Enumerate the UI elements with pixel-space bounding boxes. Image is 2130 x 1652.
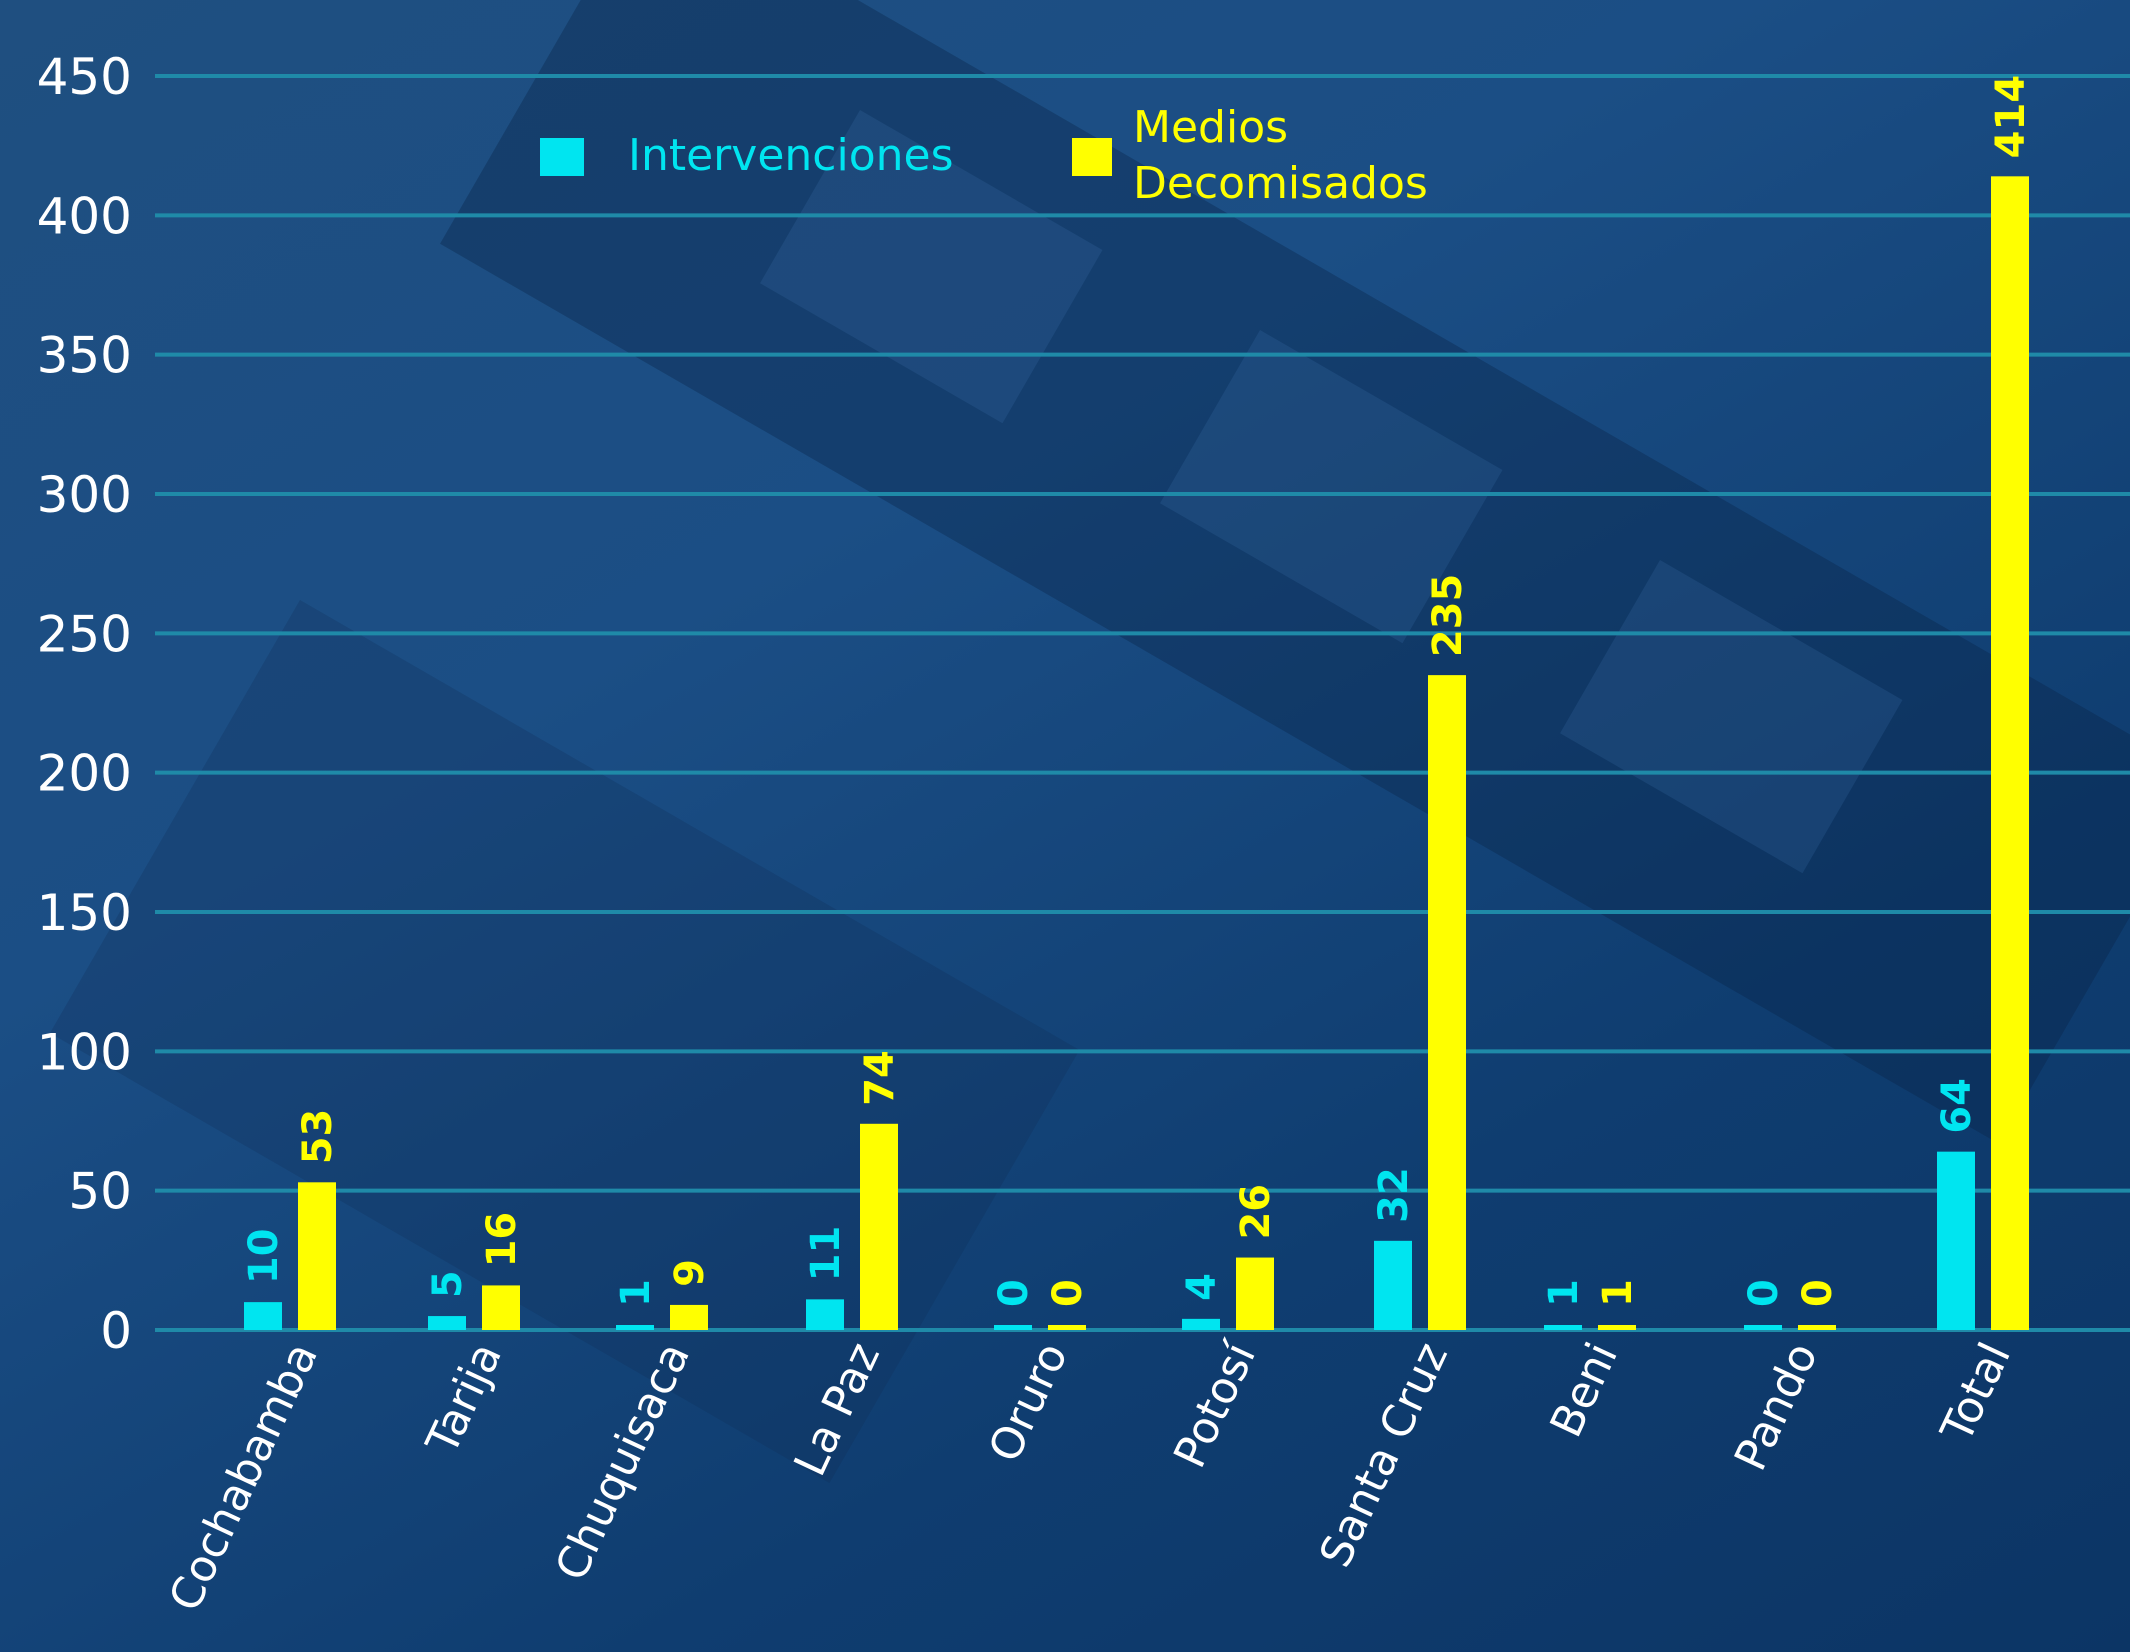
y-axis-ticks: 0 50 100 150 200 250 300 350 400 450 <box>37 48 132 1360</box>
x-tick-label: Oruro <box>979 1335 1078 1470</box>
y-tick-label: 200 <box>37 745 132 803</box>
y-tick-label: 0 <box>100 1302 132 1360</box>
bar-medios-decomisados <box>1236 1257 1274 1330</box>
x-tick-label: Cochabamba <box>159 1335 328 1619</box>
legend-swatch-intervenciones <box>540 138 584 176</box>
legend-label-intervenciones: Intervenciones <box>628 130 954 181</box>
bar-intervenciones <box>1544 1325 1582 1330</box>
data-label: 74 <box>857 1050 903 1106</box>
data-label: 53 <box>295 1109 341 1165</box>
bar-medios-decomisados <box>1428 675 1466 1330</box>
x-tick-label: Pando <box>1725 1335 1828 1478</box>
x-tick-label: Beni <box>1541 1335 1628 1445</box>
bar-medios-decomisados <box>1598 1325 1636 1330</box>
data-label: 4 <box>1179 1273 1225 1301</box>
data-label: 1 <box>613 1279 659 1307</box>
data-label: 0 <box>991 1279 1037 1307</box>
bar-intervenciones <box>244 1302 282 1330</box>
y-tick-label: 150 <box>37 884 132 942</box>
data-label: 0 <box>1045 1279 1091 1307</box>
bar-intervenciones <box>994 1325 1032 1330</box>
y-tick-label: 100 <box>37 1023 132 1081</box>
y-tick-label: 350 <box>37 327 132 385</box>
y-tick-label: 400 <box>37 187 132 245</box>
x-tick-label: Tarija <box>416 1335 512 1463</box>
data-label: 414 <box>1988 75 2034 159</box>
bar-medios-decomisados <box>860 1123 898 1330</box>
y-tick-label: 50 <box>68 1163 132 1221</box>
legend-swatch-medios-decomisados <box>1072 138 1112 176</box>
bar-medios-decomisados <box>1991 176 2029 1330</box>
data-label: 26 <box>1233 1184 1279 1240</box>
data-label: 16 <box>479 1212 525 1268</box>
bar-intervenciones <box>428 1316 466 1330</box>
data-label: 1 <box>1595 1279 1641 1307</box>
data-label: 0 <box>1795 1279 1841 1307</box>
x-axis-labels: Cochabamba Tarija Chuquisaca La Paz Oruro Pot… <box>159 1333 2021 1618</box>
bar-intervenciones <box>1182 1318 1220 1330</box>
data-label: 9 <box>667 1259 713 1287</box>
bar-medios-decomisados <box>298 1182 336 1330</box>
bar-medios-decomisados <box>1048 1325 1086 1330</box>
legend: Intervenciones Medios Decomisados <box>540 102 1428 209</box>
bar-medios-decomisados <box>1798 1325 1836 1330</box>
bar-intervenciones <box>1744 1325 1782 1330</box>
bars <box>244 176 2029 1330</box>
data-label: 10 <box>241 1228 287 1284</box>
bar-intervenciones <box>616 1325 654 1330</box>
data-label: 32 <box>1371 1167 1417 1223</box>
y-tick-label: 450 <box>37 48 132 106</box>
data-label: 0 <box>1741 1279 1787 1307</box>
data-label: 1 <box>1541 1279 1587 1307</box>
x-tick-label: Potosí <box>1164 1333 1266 1475</box>
x-tick-label: Santa Cruz <box>1310 1335 1458 1575</box>
x-tick-label: Total <box>1931 1335 2021 1451</box>
x-tick-label: La Paz <box>785 1335 890 1484</box>
bar-intervenciones <box>806 1299 844 1330</box>
bar-intervenciones <box>1374 1240 1412 1330</box>
data-label: 11 <box>803 1226 849 1282</box>
y-tick-label: 250 <box>37 605 132 663</box>
gridlines <box>155 74 2130 1332</box>
x-tick-label: Chuquisaca <box>546 1335 700 1588</box>
bar-intervenciones <box>1937 1151 1975 1330</box>
y-tick-label: 300 <box>37 466 132 524</box>
data-label: 235 <box>1425 574 1471 658</box>
data-label: 5 <box>425 1270 471 1298</box>
legend-label-medios-decomisados: Medios Decomisados <box>1133 102 1428 209</box>
bar-medios-decomisados <box>670 1304 708 1330</box>
bar-medios-decomisados <box>482 1285 520 1330</box>
data-label: 64 <box>1934 1078 1980 1134</box>
